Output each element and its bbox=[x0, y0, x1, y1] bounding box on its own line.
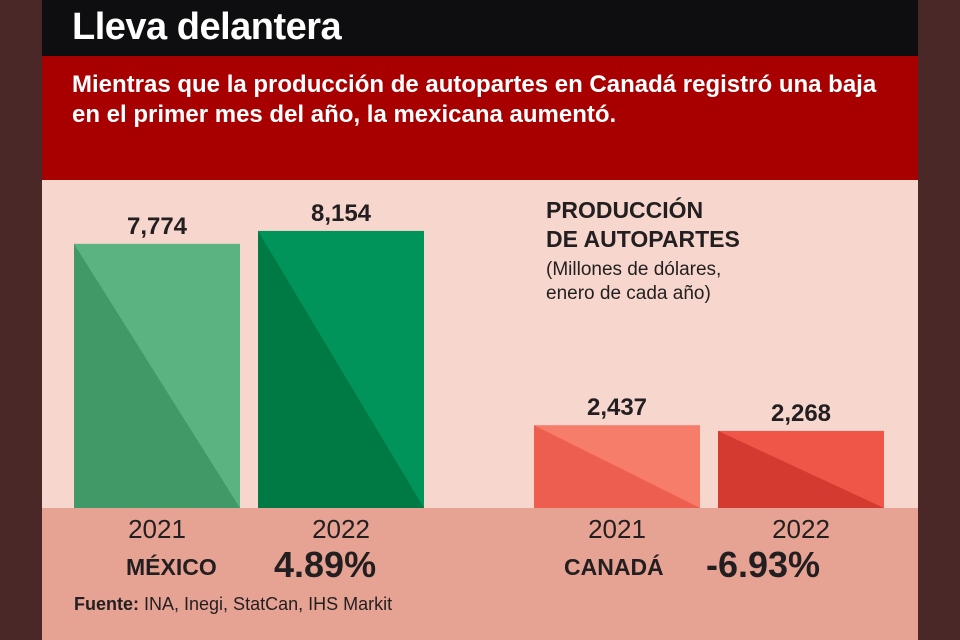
legend-note-line2: enero de cada año) bbox=[546, 283, 711, 304]
bar-shade-mexico-2021 bbox=[74, 243, 240, 508]
value-label-mexico-2021: 7,774 bbox=[127, 213, 188, 240]
value-label-mexico-2022: 8,154 bbox=[311, 200, 372, 227]
value-label-canada-2021: 2,437 bbox=[587, 394, 647, 421]
infographic: Lleva delantera Mientras que la producci… bbox=[42, 0, 918, 640]
change-canada: -6.93% bbox=[706, 544, 821, 585]
bar-chart: 7,774 8,154 2,437 2,268 bbox=[74, 200, 884, 508]
title-bar: Lleva delantera bbox=[42, 0, 918, 56]
year-label-mexico-2022: 2022 bbox=[312, 514, 370, 544]
footer-area bbox=[42, 508, 918, 640]
year-label-mexico-2021: 2021 bbox=[128, 514, 186, 544]
year-label-canada-2021: 2021 bbox=[588, 514, 646, 544]
value-label-canada-2022: 2,268 bbox=[771, 400, 831, 427]
bar-shade-canada-2021 bbox=[534, 425, 700, 508]
source-note: Fuente: INA, Inegi, StatCan, IHS Markit bbox=[74, 594, 392, 615]
country-label-canada: CANADÁ bbox=[564, 554, 664, 580]
country-label-mexico: MÉXICO bbox=[126, 554, 217, 580]
chart-subtitle: Mientras que la producción de autopartes… bbox=[72, 71, 877, 128]
change-mexico: 4.89% bbox=[274, 544, 377, 585]
legend-note: (Millones de dólares, enero de cada año) bbox=[546, 258, 721, 306]
legend-title-line2: DE AUTOPARTES bbox=[546, 226, 740, 252]
legend-title: PRODUCCIÓN DE AUTOPARTES bbox=[546, 196, 740, 254]
bar-shade-mexico-2022 bbox=[258, 230, 424, 508]
source-text: INA, Inegi, StatCan, IHS Markit bbox=[144, 594, 393, 614]
subtitle-bar: Mientras que la producción de autopartes… bbox=[42, 56, 918, 180]
legend-note-line1: (Millones de dólares, bbox=[546, 259, 722, 280]
chart-title: Lleva delantera bbox=[72, 6, 342, 48]
source-label: Fuente: bbox=[74, 594, 139, 614]
year-label-canada-2022: 2022 bbox=[772, 514, 830, 544]
legend-title-line1: PRODUCCIÓN bbox=[546, 197, 704, 223]
bar-shade-canada-2022 bbox=[718, 430, 884, 508]
